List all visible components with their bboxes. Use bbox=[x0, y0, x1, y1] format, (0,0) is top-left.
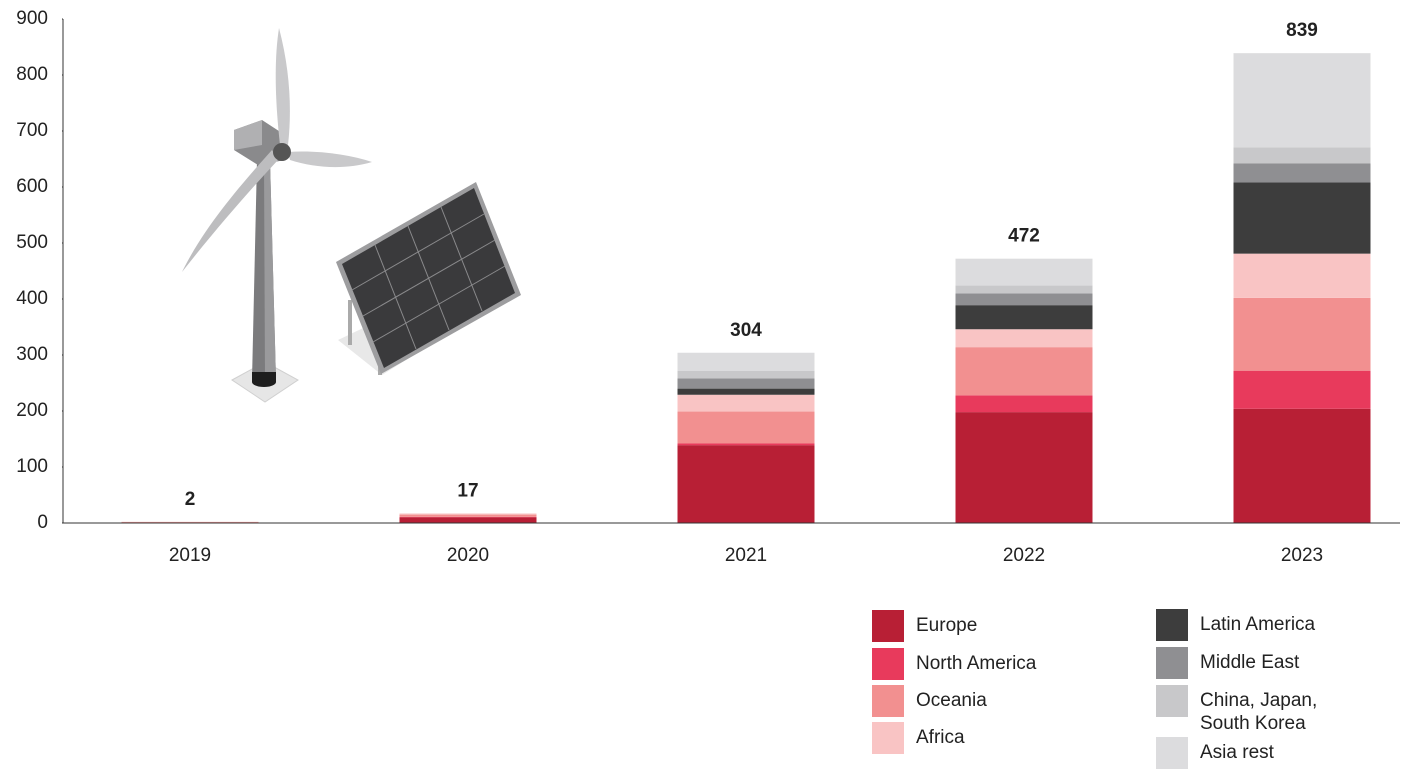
bar-segment bbox=[677, 394, 815, 412]
legend-label: Africa bbox=[916, 727, 965, 748]
total-label: 472 bbox=[1008, 226, 1040, 247]
bar-segment bbox=[1233, 182, 1371, 254]
y-tick-label: 600 bbox=[16, 176, 48, 197]
bar-segment bbox=[1233, 163, 1371, 183]
bar-segment bbox=[399, 513, 537, 515]
y-tick-label: 700 bbox=[16, 120, 48, 141]
x-tick-label: 2019 bbox=[169, 545, 211, 566]
bar-segment bbox=[399, 516, 537, 518]
legend-swatch bbox=[1156, 737, 1188, 769]
x-tick-label: 2020 bbox=[447, 545, 489, 566]
legend-item: China, Japan, South Korea bbox=[1156, 685, 1350, 735]
total-label: 17 bbox=[457, 480, 478, 501]
legend-label: Oceania bbox=[916, 690, 987, 711]
legend-item: Europe bbox=[872, 610, 1066, 642]
bar-segment bbox=[677, 443, 815, 446]
bar-segment bbox=[1233, 370, 1371, 409]
chart: 0 100 200 300 400 500 600 700 800 900 2 2019 17 2020 3… bbox=[16, 8, 1400, 566]
bar-segment bbox=[955, 293, 1093, 306]
y-tick-label: 800 bbox=[16, 64, 48, 85]
bar-segment bbox=[1233, 253, 1371, 298]
legend-item: Latin America bbox=[1156, 609, 1350, 641]
legend-label: Europe bbox=[916, 615, 978, 636]
total-label: 304 bbox=[730, 320, 762, 341]
bar-segment bbox=[677, 388, 815, 395]
legend-label: Latin America bbox=[1200, 614, 1316, 635]
bar-segment bbox=[677, 445, 815, 523]
legend-swatch bbox=[872, 722, 904, 754]
legend-label: Asia rest bbox=[1200, 742, 1274, 763]
legend-item: North America bbox=[872, 648, 1066, 680]
bar-segment bbox=[955, 412, 1093, 523]
total-label: 2 bbox=[185, 489, 196, 510]
legend-swatch bbox=[872, 610, 904, 642]
legend-swatch bbox=[872, 685, 904, 717]
legend-label: Middle East bbox=[1200, 652, 1300, 673]
bar-segment bbox=[1233, 408, 1371, 523]
legend-swatch bbox=[1156, 609, 1188, 641]
legend-item: Middle East bbox=[1156, 647, 1350, 679]
y-tick-label: 300 bbox=[16, 344, 48, 365]
legend-label: North America bbox=[916, 653, 1037, 674]
bar-segment bbox=[955, 347, 1093, 396]
y-tick-label: 400 bbox=[16, 288, 48, 309]
legend-swatch bbox=[872, 648, 904, 680]
bar-segment bbox=[955, 258, 1093, 286]
bar-segment bbox=[677, 411, 815, 444]
bar-segment bbox=[1233, 297, 1371, 371]
bar-segment bbox=[399, 514, 537, 517]
y-tick-label: 500 bbox=[16, 232, 48, 253]
wind-turbine-illustration bbox=[182, 28, 372, 403]
bar-segment bbox=[1233, 53, 1371, 148]
y-tick-label: 200 bbox=[16, 400, 48, 421]
bar-segment bbox=[677, 370, 815, 379]
bar-segment bbox=[955, 305, 1093, 330]
bar-segment bbox=[955, 285, 1093, 294]
x-tick-label: 2021 bbox=[725, 545, 767, 566]
legend-label: China, Japan, South Korea bbox=[1200, 690, 1318, 734]
bar-segment bbox=[677, 352, 815, 371]
bar-segment bbox=[677, 378, 815, 389]
legend-swatch bbox=[1156, 685, 1188, 717]
y-tick-label: 100 bbox=[16, 456, 48, 477]
total-label: 839 bbox=[1286, 20, 1318, 41]
legend-swatch bbox=[1156, 647, 1188, 679]
y-tick-label: 900 bbox=[16, 8, 48, 29]
legend-item: Oceania bbox=[872, 685, 1066, 717]
legend-item: Africa bbox=[872, 722, 1066, 754]
x-tick-label: 2022 bbox=[1003, 545, 1045, 566]
bar-segment bbox=[955, 329, 1093, 348]
bar-segment bbox=[1233, 147, 1371, 164]
bar-segment bbox=[955, 395, 1093, 413]
bar-segment bbox=[399, 517, 537, 523]
x-tick-label: 2023 bbox=[1281, 545, 1323, 566]
y-tick-label: 0 bbox=[37, 512, 48, 533]
bar-segment bbox=[121, 521, 259, 523]
solar-panel-illustration bbox=[336, 182, 521, 375]
legend-item: Asia rest bbox=[1156, 737, 1350, 769]
